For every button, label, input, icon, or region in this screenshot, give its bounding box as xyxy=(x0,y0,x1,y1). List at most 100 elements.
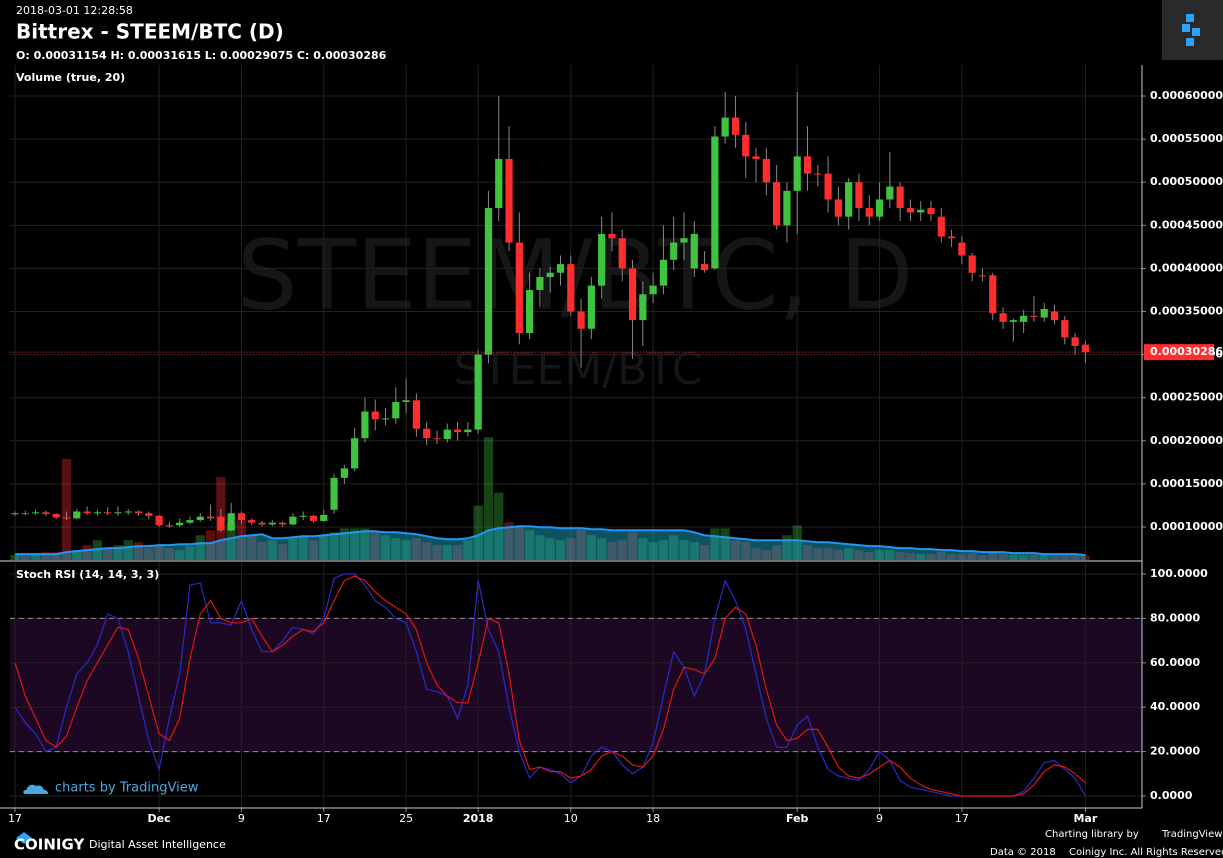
volume-bar xyxy=(360,528,370,560)
candle-body xyxy=(124,511,132,513)
candle-body xyxy=(1050,311,1059,321)
candle-body xyxy=(495,158,503,209)
volume-bar xyxy=(391,538,401,560)
candle-body xyxy=(21,513,29,515)
volume-bar xyxy=(267,540,277,560)
candle-body xyxy=(268,522,276,525)
stoch-line xyxy=(14,575,1086,797)
y-tick-label: 60.0000 xyxy=(1150,656,1200,669)
candle-body xyxy=(886,186,894,200)
candle-body xyxy=(773,182,781,226)
candle-body xyxy=(845,182,853,217)
candle-body xyxy=(196,516,204,521)
volume-bar xyxy=(308,540,319,560)
volume-bar xyxy=(483,437,494,560)
volume-bar xyxy=(833,550,844,560)
y-tick-label: 40.0000 xyxy=(1150,700,1200,713)
volume-bar xyxy=(298,535,308,560)
volume-bar xyxy=(442,545,452,560)
stoch-line xyxy=(14,573,1086,797)
tv-badge[interactable]: charts by TradingView xyxy=(55,781,199,796)
volume-bar xyxy=(41,552,51,560)
volume-bar xyxy=(607,542,617,560)
candle-body xyxy=(464,429,472,433)
title: Bittrex - STEEM/BTC (D) xyxy=(16,20,284,44)
candle-body xyxy=(134,511,143,514)
candle-body xyxy=(217,516,225,531)
volume-bar xyxy=(329,532,339,560)
candle-body xyxy=(608,233,616,239)
candle-body xyxy=(968,255,976,273)
candle-body xyxy=(52,514,60,518)
candle-body xyxy=(670,242,678,260)
candle-body xyxy=(165,525,173,527)
volume-bar xyxy=(411,538,422,560)
volume-bar xyxy=(319,535,329,560)
logo xyxy=(1182,14,1200,46)
volume-bar xyxy=(514,525,524,560)
brand: COINIGY xyxy=(14,836,85,854)
candle-body xyxy=(587,285,595,329)
candle-body xyxy=(752,156,760,159)
volume-bar xyxy=(844,548,854,560)
plot-layer: 17 Dec 9 17 25 2018 10 18 Feb 9 17 Mar 0.00010000 0.0… xyxy=(0,65,1223,825)
candle-body xyxy=(62,517,71,519)
candle-body xyxy=(742,134,750,157)
volume-bar xyxy=(977,555,988,560)
candle-body xyxy=(917,209,925,213)
volume-bar xyxy=(617,540,627,560)
volume-bar xyxy=(473,505,483,560)
volume-bar xyxy=(916,554,926,560)
candle-body xyxy=(680,238,688,243)
candle-body xyxy=(515,242,523,334)
volume-bar xyxy=(751,548,761,560)
candle-body xyxy=(567,264,575,312)
y-tick-label: 0.00050000 xyxy=(1150,175,1223,188)
volume-bar xyxy=(761,550,771,560)
candle-body xyxy=(526,289,534,334)
y-tick-label: 0.00010000 xyxy=(1150,520,1223,533)
x-tick-label: 17 xyxy=(8,812,22,825)
candle-body xyxy=(412,400,421,429)
volume-bar xyxy=(51,552,61,560)
candle-body xyxy=(423,428,431,439)
volume-bar xyxy=(463,540,473,560)
volume-bar xyxy=(535,535,545,560)
candle-body xyxy=(536,277,544,290)
volume-bar xyxy=(1060,554,1070,560)
volume-bar xyxy=(874,550,885,560)
candle-body xyxy=(1030,315,1038,317)
volume-bar xyxy=(936,552,946,560)
volume-bar xyxy=(946,554,957,560)
rights: Coinigy Inc. All Rights Reserved. xyxy=(1069,847,1223,858)
watermark: STEEM/BTC, D xyxy=(237,219,914,331)
volume-bar xyxy=(1029,555,1039,560)
candle-body xyxy=(237,513,246,521)
candle-body xyxy=(289,516,297,525)
candle-body xyxy=(392,402,400,419)
y-tick-label: 0.00040000 xyxy=(1150,261,1223,274)
volume-bar xyxy=(895,552,905,560)
candle-body xyxy=(31,512,40,514)
volume-bar xyxy=(422,542,432,560)
candle-body xyxy=(947,236,956,239)
volume-bar xyxy=(123,540,133,560)
y-tick-label: 0.00020000 xyxy=(1150,434,1223,447)
volume-bar xyxy=(113,545,123,560)
candle-body xyxy=(958,242,966,256)
y-tick-label: 0.00015000 xyxy=(1150,477,1223,490)
candle-body xyxy=(978,275,987,277)
candle-body xyxy=(11,513,19,515)
candle-body xyxy=(433,438,441,440)
candle-body xyxy=(783,190,791,226)
candle-body xyxy=(906,208,915,213)
volume-bar xyxy=(648,542,658,560)
volume-bar xyxy=(370,532,380,560)
volume-bar xyxy=(905,553,916,560)
volume-bar xyxy=(545,538,555,560)
volume-bar xyxy=(164,548,175,560)
x-tick-label: Feb xyxy=(786,812,809,825)
ohlc-line: O: 0.00031154 H: 0.00031615 L: 0.0002907… xyxy=(16,49,387,62)
candle-body xyxy=(279,522,287,525)
